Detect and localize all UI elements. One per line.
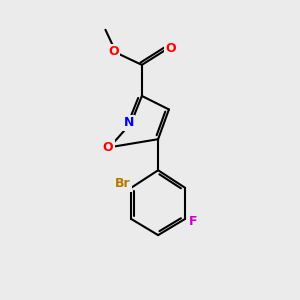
- Text: O: O: [108, 45, 119, 58]
- Text: O: O: [165, 42, 175, 55]
- Text: N: N: [124, 116, 134, 130]
- Text: O: O: [103, 141, 113, 154]
- Text: F: F: [189, 215, 197, 228]
- Text: Br: Br: [115, 177, 131, 190]
